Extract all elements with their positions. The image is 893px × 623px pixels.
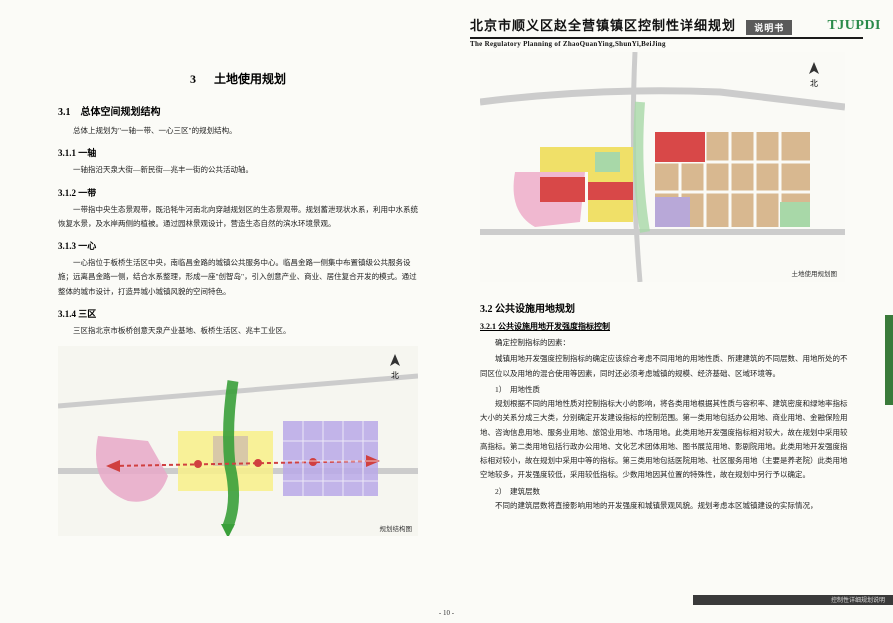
map1-caption: 规划结构图 (380, 523, 413, 533)
p-32-1: 确定控制指标的因素： (480, 336, 850, 350)
li-2: 2） 建筑层数 (480, 485, 850, 499)
sec-3-1-3: 3.1.3 一心 (58, 239, 418, 252)
chapter-title: 3 土地使用规划 (58, 70, 418, 87)
p-32-3: 规划根据不同的用地性质对控制指标大小的影响，将各类用地根据其性质与容积率、建筑密… (480, 397, 850, 483)
li-1: 1） 用地性质 (480, 383, 850, 397)
title-cn-text: 北京市顺义区赵全营镇镇区控制性详细规划 (470, 18, 736, 33)
p-312: 一带指中央生态景观带，既沿牦牛河南北向穿越规划区的生态景观带。规划蓄泄现状水系，… (58, 203, 418, 232)
compass-icon: 北 (384, 352, 406, 385)
landuse-map-svg (480, 52, 845, 282)
structure-map: 北 规划结构图 (58, 346, 418, 536)
p-311: 一轴指沿天泉大街—新民街—兆丰一街的公共活动轴。 (58, 163, 418, 177)
side-tab (885, 315, 893, 405)
landuse-map: 北 土地使用规划图 (480, 52, 845, 282)
svg-text:北: 北 (810, 79, 818, 88)
title-cn: 北京市顺义区赵全营镇镇区控制性详细规划 说明书 (470, 15, 863, 39)
left-column: 3 土地使用规划 3.1 总体空间规划结构 总体上规划为"一轴一带、一心三区"的… (58, 70, 418, 536)
p-313: 一心指位于板桥生活区中央，南临昌金路的城镇公共服务中心。临昌金路一侧集中布置镇级… (58, 256, 418, 299)
page-number: - 10 - (439, 609, 454, 617)
sec-3-1-2: 3.1.2 一带 (58, 186, 418, 199)
sec-3-1: 3.1 总体空间规划结构 (58, 103, 418, 118)
sec-3-1-4: 3.1.4 三区 (58, 307, 418, 320)
footer-text: 控制性详细规划说明 (831, 595, 885, 604)
doc-header: 北京市顺义区赵全营镇镇区控制性详细规划 说明书 The Regulatory P… (470, 15, 863, 48)
p-intro: 总体上规划为"一轴一带、一心三区"的规划结构。 (58, 124, 418, 138)
sec-3-1-1: 3.1.1 一轴 (58, 146, 418, 159)
svg-text:北: 北 (391, 371, 399, 380)
chapter-num: 3 (190, 72, 196, 86)
p-314: 三区指北京市板桥创意天泉产业基地、板桥生活区、兆丰工业区。 (58, 324, 418, 338)
compass-icon-2: 北 (803, 60, 825, 93)
logo: TJUPDI (827, 18, 881, 34)
title-badge: 说明书 (746, 20, 792, 35)
right-column: 北 土地使用规划图 3.2 公共设施用地规划 3.2.1 公共设施用地开发强度指… (480, 50, 850, 515)
sec-3-2: 3.2 公共设施用地规划 (480, 300, 850, 315)
title-en: The Regulatory Planning of ZhaoQuanYing,… (470, 40, 863, 48)
structure-map-svg (58, 346, 418, 536)
chapter-name: 土地使用规划 (214, 72, 286, 86)
sec-3-2-1: 3.2.1 公共设施用地开发强度指标控制 (480, 321, 850, 332)
map2-caption: 土地使用规划图 (792, 268, 838, 278)
p-32-4: 不同的建筑层数将直接影响用地的开发强度和城镇景观风貌。规划考虑本区城镇建设的实际… (480, 499, 850, 513)
p-32-2: 城镇用地开发强度控制指标的确定应该综合考虑不同用地的用地性质、所建建筑的不同层数… (480, 352, 850, 381)
